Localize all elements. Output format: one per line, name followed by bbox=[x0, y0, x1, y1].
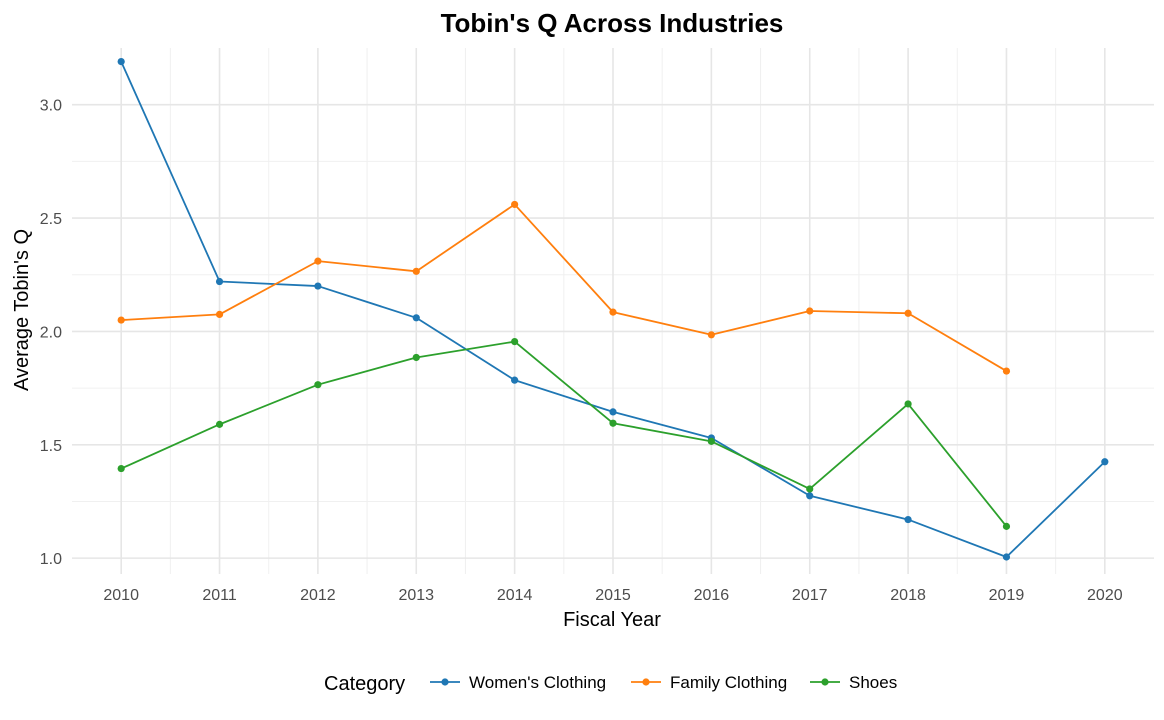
x-tick-label: 2011 bbox=[202, 587, 237, 604]
y-tick-label: 1.5 bbox=[40, 438, 62, 455]
series-1 bbox=[117, 200, 1011, 375]
data-point bbox=[806, 485, 814, 493]
data-point bbox=[412, 353, 420, 362]
legend-item: Shoes bbox=[810, 673, 897, 692]
legend-label: Family Clothing bbox=[670, 673, 787, 692]
legend-item: Family Clothing bbox=[631, 673, 787, 692]
data-point bbox=[215, 277, 224, 286]
data-point bbox=[609, 419, 617, 427]
x-axis-ticks: 2010 2011 2012 2013 2014 2015 2016 2017 2018 2019… bbox=[103, 587, 1122, 604]
data-point bbox=[806, 492, 814, 500]
x-tick-label: 2017 bbox=[792, 587, 828, 604]
x-tick-label: 2015 bbox=[595, 587, 631, 604]
legend-label: Women's Clothing bbox=[469, 673, 606, 692]
data-point bbox=[117, 316, 125, 324]
data-point bbox=[215, 310, 224, 319]
x-tick-label: 2019 bbox=[989, 587, 1025, 604]
data-point bbox=[1101, 458, 1109, 466]
data-point bbox=[904, 309, 912, 317]
x-tick-label: 2014 bbox=[497, 587, 533, 604]
y-tick-label: 1.0 bbox=[40, 551, 62, 568]
x-tick-label: 2016 bbox=[694, 587, 730, 604]
legend-label: Shoes bbox=[849, 673, 897, 692]
data-point bbox=[511, 200, 519, 209]
y-axis-ticks: 1.0 1.5 2.0 2.5 3.0 bbox=[40, 98, 62, 568]
data-point bbox=[314, 381, 322, 389]
series-2 bbox=[117, 338, 1011, 530]
legend-key-point bbox=[642, 678, 650, 686]
legend-key-point bbox=[821, 678, 829, 686]
data-point bbox=[609, 408, 617, 416]
data-point bbox=[511, 338, 519, 346]
y-tick-label: 3.0 bbox=[40, 98, 62, 115]
data-point bbox=[707, 331, 715, 339]
x-axis-title: Fiscal Year bbox=[563, 609, 661, 631]
data-point bbox=[511, 376, 519, 384]
series-0 bbox=[117, 58, 1109, 561]
data-point bbox=[904, 515, 912, 524]
data-point bbox=[117, 464, 125, 473]
data-point bbox=[1002, 367, 1011, 375]
data-point bbox=[609, 308, 617, 316]
x-tick-label: 2020 bbox=[1087, 587, 1123, 604]
data-point bbox=[215, 420, 224, 428]
y-tick-label: 2.5 bbox=[40, 211, 62, 228]
series-line bbox=[120, 340, 1008, 527]
series-lines bbox=[117, 58, 1109, 561]
data-point bbox=[1002, 522, 1011, 530]
x-tick-label: 2013 bbox=[398, 587, 434, 604]
data-point bbox=[806, 307, 814, 315]
x-tick-label: 2018 bbox=[890, 587, 926, 604]
data-point bbox=[117, 58, 125, 66]
data-point bbox=[1002, 553, 1011, 561]
data-point bbox=[412, 267, 420, 275]
legend: Category Women's Clothing Family Clothing… bbox=[324, 673, 897, 695]
data-point bbox=[314, 282, 322, 290]
series-line bbox=[121, 203, 1007, 372]
legend-key-point bbox=[441, 678, 449, 686]
x-tick-label: 2010 bbox=[103, 587, 139, 604]
legend-item: Women's Clothing bbox=[430, 673, 606, 692]
data-point bbox=[904, 400, 912, 408]
y-tick-label: 2.0 bbox=[40, 324, 62, 341]
data-point bbox=[412, 314, 420, 322]
legend-title: Category bbox=[324, 673, 405, 695]
data-point bbox=[707, 437, 715, 445]
data-point bbox=[314, 257, 322, 265]
x-tick-label: 2012 bbox=[300, 587, 336, 604]
y-axis-title: Average Tobin's Q bbox=[11, 229, 33, 391]
chart-title: Tobin's Q Across Industries bbox=[441, 8, 784, 38]
